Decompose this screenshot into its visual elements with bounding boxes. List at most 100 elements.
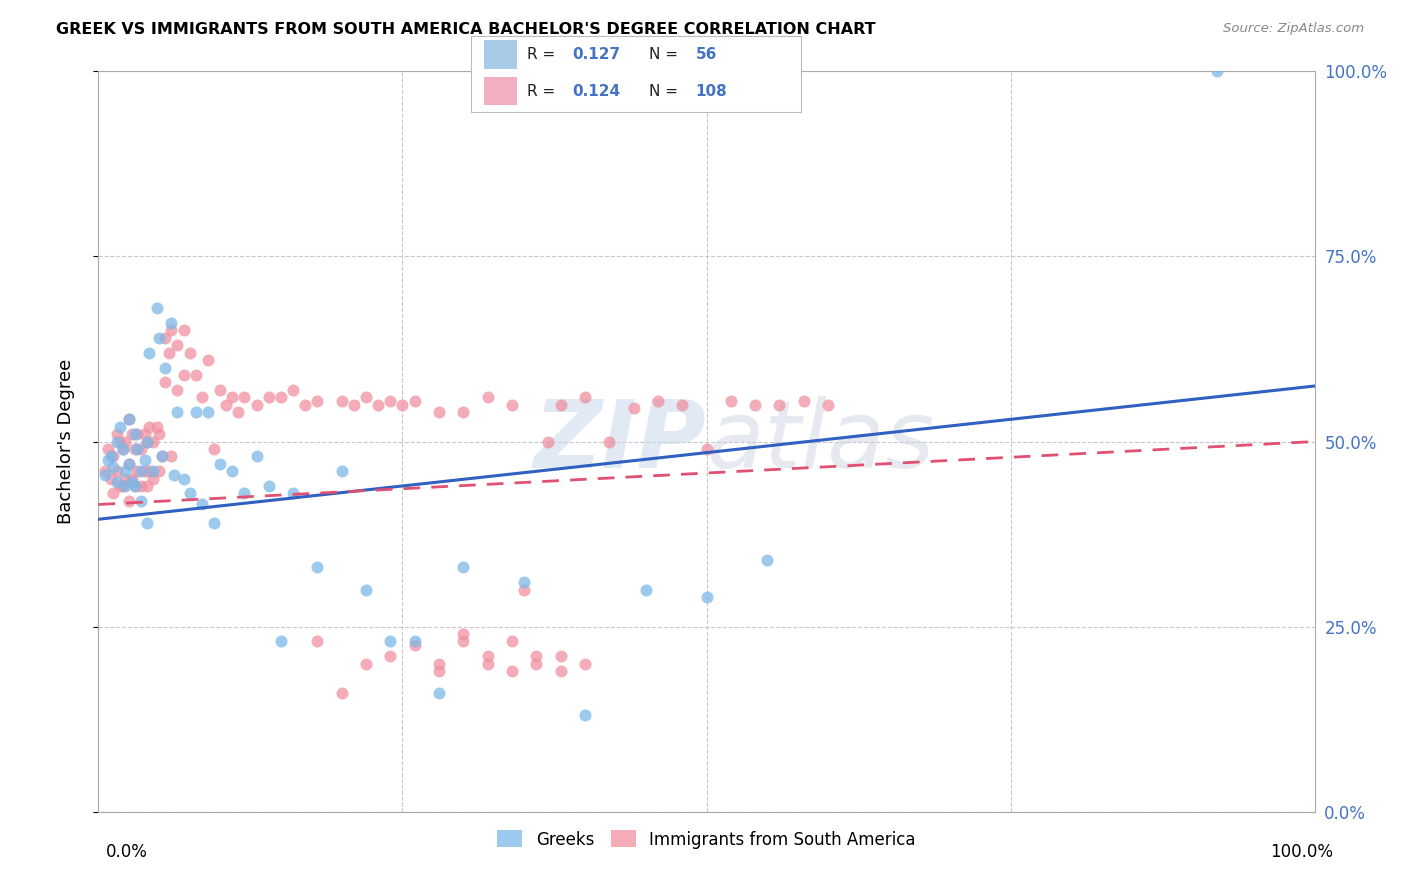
Point [166, 405, 188, 419]
Legend: Greeks, Immigrants from South America: Greeks, Immigrants from South America [491, 823, 922, 855]
Point [427, 686, 450, 700]
Point [184, 405, 207, 419]
Point [453, 405, 475, 419]
Point [404, 634, 426, 648]
Point [226, 405, 249, 419]
Point [477, 649, 499, 664]
Point [671, 398, 693, 412]
Point [793, 393, 815, 408]
Point [160, 324, 183, 338]
Point [354, 390, 377, 404]
Point [257, 390, 280, 404]
Point [134, 464, 156, 478]
Y-axis label: Bachelor's Degree: Bachelor's Degree [56, 359, 75, 524]
Point [142, 464, 165, 478]
Point [524, 657, 547, 671]
Text: 0.127: 0.127 [572, 47, 620, 62]
Point [155, 376, 177, 390]
Point [121, 427, 143, 442]
Text: ZIP: ZIP [534, 395, 707, 488]
Point [270, 634, 292, 648]
Point [270, 390, 292, 404]
Point [574, 708, 596, 723]
Point [142, 471, 165, 485]
Point [453, 627, 475, 641]
Point [221, 464, 243, 478]
Point [598, 434, 620, 449]
Point [294, 398, 316, 412]
Point [380, 393, 402, 408]
Point [118, 457, 141, 471]
Text: Source: ZipAtlas.com: Source: ZipAtlas.com [1223, 22, 1364, 36]
Point [114, 471, 136, 485]
Point [124, 479, 146, 493]
Point [404, 638, 426, 652]
Point [127, 464, 149, 478]
Point [281, 486, 304, 500]
Point [330, 464, 353, 478]
Point [453, 634, 475, 648]
Point [163, 467, 186, 482]
Point [550, 664, 572, 678]
Point [197, 405, 219, 419]
Text: 0.0%: 0.0% [105, 843, 148, 861]
Point [574, 657, 596, 671]
Point [367, 398, 389, 412]
Point [307, 393, 329, 408]
Point [501, 634, 523, 648]
Point [634, 582, 657, 597]
Point [160, 450, 183, 464]
Point [110, 434, 132, 449]
Bar [484, 77, 517, 105]
Point [111, 442, 134, 456]
Point [427, 664, 450, 678]
Point [281, 383, 304, 397]
Point [118, 457, 141, 471]
Point [744, 398, 766, 412]
Point [101, 460, 124, 475]
Point [307, 634, 329, 648]
Point [160, 316, 183, 330]
Text: 100.0%: 100.0% [1270, 843, 1333, 861]
Point [101, 486, 124, 500]
Point [513, 582, 536, 597]
Point [1206, 64, 1229, 78]
Point [756, 553, 779, 567]
Point [111, 479, 134, 493]
Point [233, 486, 256, 500]
Point [173, 324, 195, 338]
Point [215, 398, 238, 412]
Point [380, 649, 402, 664]
Text: 56: 56 [696, 47, 717, 62]
Point [155, 331, 177, 345]
Point [453, 560, 475, 574]
Point [136, 479, 159, 493]
Text: atlas: atlas [707, 396, 935, 487]
Point [146, 301, 169, 316]
Point [221, 390, 243, 404]
Point [124, 427, 146, 442]
Point [100, 450, 122, 464]
Point [148, 331, 170, 345]
Point [550, 398, 572, 412]
Point [129, 442, 152, 456]
Point [157, 345, 180, 359]
Point [209, 457, 232, 471]
Point [343, 398, 366, 412]
Point [118, 412, 141, 426]
Point [477, 390, 499, 404]
Point [191, 498, 214, 512]
Point [574, 390, 596, 404]
Point [134, 427, 156, 442]
Point [696, 590, 718, 604]
Point [330, 393, 353, 408]
Text: R =: R = [527, 84, 561, 98]
Point [148, 464, 170, 478]
Point [179, 486, 201, 500]
Text: GREEK VS IMMIGRANTS FROM SOUTH AMERICA BACHELOR'S DEGREE CORRELATION CHART: GREEK VS IMMIGRANTS FROM SOUTH AMERICA B… [56, 22, 876, 37]
Point [110, 419, 132, 434]
Point [477, 657, 499, 671]
Point [150, 450, 173, 464]
Text: R =: R = [527, 47, 561, 62]
Point [427, 657, 450, 671]
